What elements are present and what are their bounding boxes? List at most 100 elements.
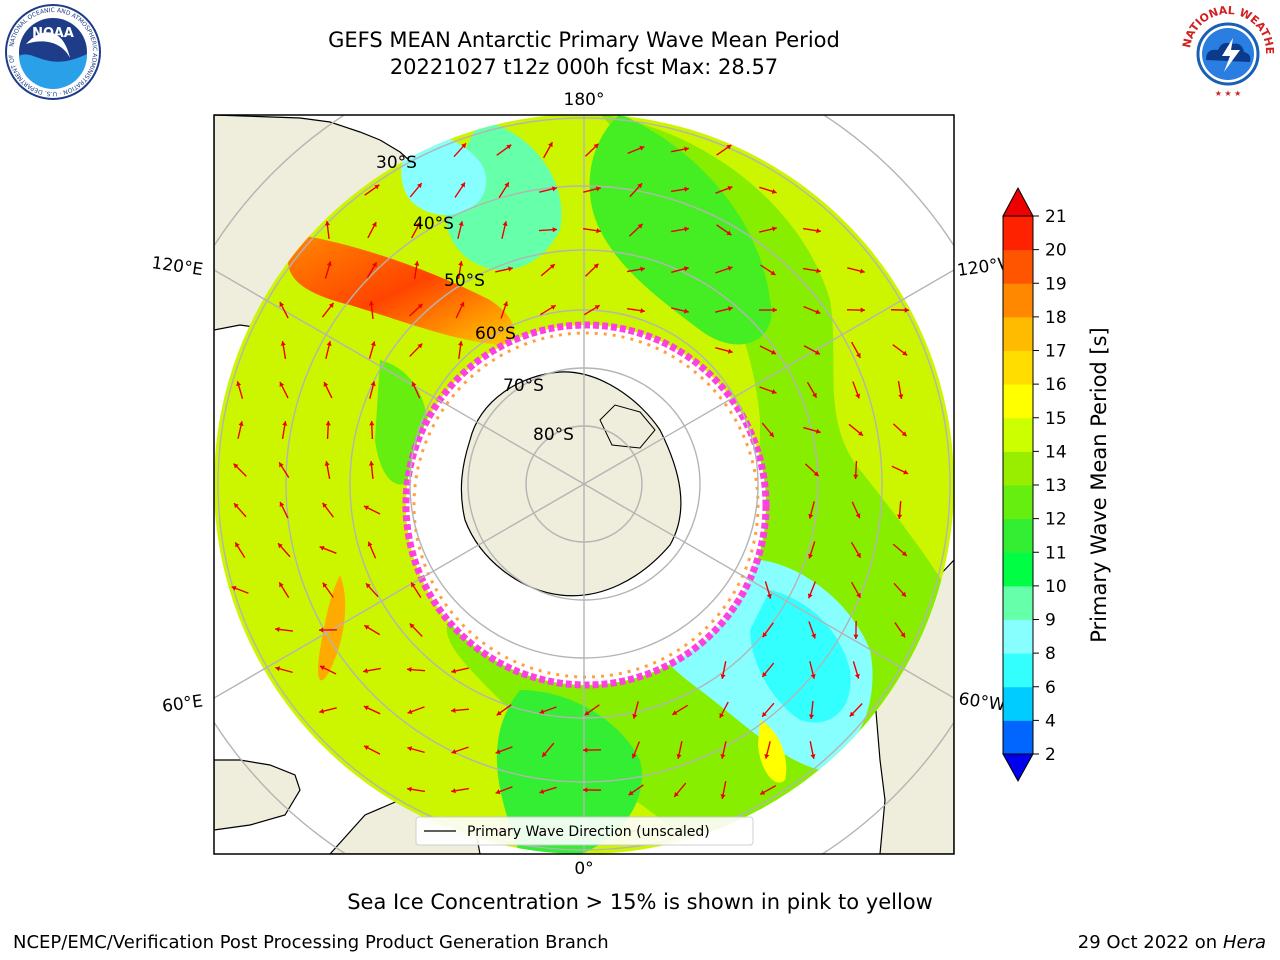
- wave-arrow-head: [279, 301, 285, 307]
- wave-arrow-head: [815, 309, 821, 315]
- wave-arrow-head: [772, 307, 777, 313]
- colorbar-segment: [1003, 552, 1033, 587]
- wave-arrow-head: [278, 543, 283, 549]
- wave-arrow-head: [549, 264, 555, 269]
- wave-arrow-head: [639, 145, 645, 151]
- wave-arrow-head: [234, 503, 239, 509]
- colorbar-tick-label: 16: [1045, 375, 1067, 395]
- wave-arrow-head: [684, 308, 689, 314]
- wave-arrow-head: [593, 263, 599, 269]
- wave-arrow-head: [583, 787, 588, 793]
- wave-arrow-head: [812, 392, 817, 398]
- wave-arrow-head: [496, 710, 502, 716]
- wave-arrow-head: [856, 552, 861, 558]
- wave-arrow-head: [363, 505, 369, 511]
- wave-arrow-head: [593, 143, 599, 149]
- colorbar-segment: [1003, 283, 1033, 318]
- wave-arrow-head: [853, 634, 859, 639]
- lat-label-70s: 70°S: [503, 376, 544, 396]
- wave-arrow-head: [771, 389, 777, 394]
- chart-subtitle: 20221027 t12z 000h fcst Max: 28.57: [389, 55, 779, 79]
- wave-arrow-head: [407, 709, 413, 715]
- wave-arrow-head: [719, 712, 725, 718]
- wave-arrow-head: [325, 421, 331, 426]
- wave-arrow-head: [637, 183, 643, 189]
- colorbar-extend-max: [1002, 186, 1034, 217]
- map-frame: [213, 114, 955, 855]
- wave-arrow-head: [771, 349, 777, 355]
- wave-arrow-head: [550, 305, 556, 310]
- colorbar-tick-label: 17: [1045, 342, 1067, 362]
- wave-arrow-head: [417, 183, 422, 189]
- wave-arrow-head: [855, 393, 861, 399]
- wave-arrow-head: [458, 221, 464, 227]
- wave-arrow-head: [539, 709, 545, 715]
- wave-arrow-head: [771, 188, 777, 194]
- wave-arrow-head: [364, 625, 370, 630]
- colorbar-tick-label: 21: [1045, 207, 1067, 227]
- wave-arrow-head: [495, 789, 501, 795]
- lon-label-0: 0°: [574, 859, 593, 879]
- lon-label-180: 180°: [564, 90, 605, 110]
- wave-arrow-head: [760, 790, 766, 795]
- wave-arrow-head: [855, 513, 861, 519]
- wave-arrow-head: [279, 501, 285, 507]
- colorbar-tick-label: 15: [1045, 409, 1067, 429]
- wave-arrow-head: [508, 266, 513, 272]
- colorbar-tick-label: 6: [1045, 678, 1056, 698]
- colorbar-tick-label: 14: [1045, 442, 1067, 462]
- wave-arrow-head: [363, 668, 368, 674]
- wave-arrow-head: [542, 751, 547, 757]
- wave-arrow-head: [856, 592, 861, 598]
- wave-arrow-head: [319, 708, 325, 714]
- colorbar-segment: [1003, 518, 1033, 553]
- wave-arrow-head: [231, 585, 237, 591]
- colorbar-extend-min: [1002, 753, 1034, 783]
- colorbar-segment: [1003, 720, 1033, 755]
- colorbar-label: Primary Wave Mean Period [s]: [1087, 327, 1111, 643]
- wave-arrow-head: [726, 144, 732, 150]
- wave-arrow-head: [810, 754, 816, 759]
- wave-arrow-head: [684, 226, 689, 232]
- wave-arrow-head: [764, 753, 770, 759]
- wave-arrow-head: [637, 223, 643, 229]
- wave-arrow-head: [900, 632, 906, 638]
- colorbar-segment: [1003, 451, 1033, 486]
- chart-title: GEFS MEAN Antarctic Primary Wave Mean Pe…: [328, 28, 840, 52]
- wave-arrow-head: [816, 228, 821, 234]
- wave-arrow-head: [676, 754, 682, 759]
- wave-arrow-head: [813, 471, 819, 477]
- wave-arrow-head: [766, 593, 772, 599]
- wave-arrow-head: [411, 582, 416, 588]
- lat-label-50s: 50°S: [444, 271, 485, 291]
- wave-arrow-head: [901, 551, 907, 556]
- wave-arrow-head: [860, 307, 865, 313]
- wave-arrow-head: [324, 221, 330, 226]
- wave-arrow-head: [684, 186, 689, 192]
- wave-arrow-head: [451, 707, 456, 713]
- wave-arrow-head: [815, 428, 821, 434]
- wave-arrow-head: [640, 308, 645, 314]
- wave-arrow-head: [551, 186, 557, 192]
- wave-arrow-head: [727, 306, 733, 312]
- wave-arrow-head: [901, 591, 906, 597]
- wave-arrow-head: [368, 461, 375, 466]
- footer-date: 29 Oct 2022 on Hera: [1078, 932, 1266, 953]
- wave-arrow-head: [552, 227, 557, 233]
- lat-label-30s: 30°S: [376, 153, 417, 173]
- wave-arrow-head: [770, 270, 776, 275]
- wave-arrow-head: [762, 632, 768, 638]
- colorbar-tick-label: 9: [1045, 611, 1056, 631]
- wave-arrow-head: [771, 226, 777, 232]
- wave-arrow-head: [808, 513, 814, 519]
- colorbar-segment: [1003, 417, 1033, 452]
- wave-arrow-head: [319, 627, 324, 633]
- wave-arrow-head: [584, 710, 590, 716]
- wave-arrow-head: [631, 753, 637, 759]
- wave-arrow-head: [684, 146, 689, 152]
- wave-arrow-head: [411, 381, 417, 387]
- wave-arrow-head: [897, 514, 903, 519]
- wave-arrow-head: [720, 754, 726, 759]
